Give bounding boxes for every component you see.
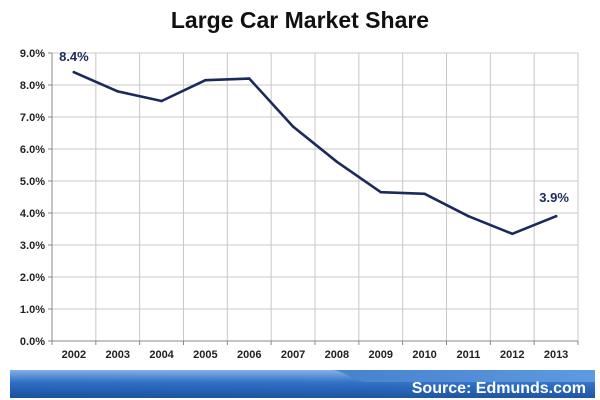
y-tick-label-0: 0.0%: [20, 336, 45, 348]
y-tick-label-5: 5.0%: [20, 176, 45, 188]
data-labels: 8.4% 3.9%: [59, 49, 569, 205]
x-tick-label-2005: 2005: [193, 349, 217, 361]
x-tick-labels: 2002 2003 2004 2005 2006 2007 2008 2009 2010 2011…: [62, 349, 569, 361]
x-tick-label-2003: 2003: [106, 349, 130, 361]
y-tick-label-3: 3.0%: [20, 240, 45, 252]
data-label-2013: 3.9%: [539, 190, 569, 205]
y-tick-label-6: 6.0%: [20, 144, 45, 156]
data-label-2002: 8.4%: [59, 49, 89, 64]
x-tick-label-2013: 2013: [544, 349, 568, 361]
y-tick-label-4: 4.0%: [20, 208, 45, 220]
axes: [48, 52, 579, 345]
gridlines: [52, 52, 579, 341]
series-group: [72, 70, 558, 236]
x-tick-label-2011: 2011: [456, 349, 480, 361]
data-point-2013: [554, 214, 558, 218]
x-tick-label-2009: 2009: [369, 349, 393, 361]
y-tick-label-2: 2.0%: [20, 272, 45, 284]
x-tick-label-2002: 2002: [62, 349, 86, 361]
y-tick-label-7: 7.0%: [20, 112, 45, 124]
data-point-2006: [247, 77, 251, 80]
data-point-2008: [335, 160, 339, 164]
y-tick-label-1: 1.0%: [20, 304, 45, 316]
data-point-2009: [379, 190, 383, 194]
y-tick-label-8: 8.0%: [20, 80, 45, 92]
data-point-2011: [467, 214, 470, 218]
y-tick-label-9: 9.0%: [20, 48, 45, 60]
x-tick-label-2012: 2012: [500, 349, 524, 361]
data-point-2012: [510, 232, 514, 236]
data-point-2005: [204, 78, 207, 82]
data-point-2003: [116, 90, 120, 93]
x-tick-label-2006: 2006: [237, 349, 261, 361]
y-tick-labels: 0.0% 1.0% 2.0% 3.0% 4.0% 5.0% 6.0% 7.0% 8.0% 9.0%: [20, 48, 45, 348]
x-tick-label-2008: 2008: [325, 349, 349, 361]
x-tick-label-2010: 2010: [412, 349, 436, 361]
data-point-2002: [72, 70, 76, 74]
data-point-2007: [291, 125, 295, 128]
x-tick-label-2007: 2007: [281, 349, 305, 361]
chart-title: Large Car Market Share: [171, 7, 429, 33]
series-line-0: [72, 70, 558, 236]
footer-banner-wave: [10, 370, 595, 398]
data-point-2010: [423, 192, 426, 196]
source-label: Source: Edmunds.com: [412, 380, 586, 397]
x-tick-label-2004: 2004: [149, 349, 174, 361]
data-point-2004: [160, 99, 163, 103]
